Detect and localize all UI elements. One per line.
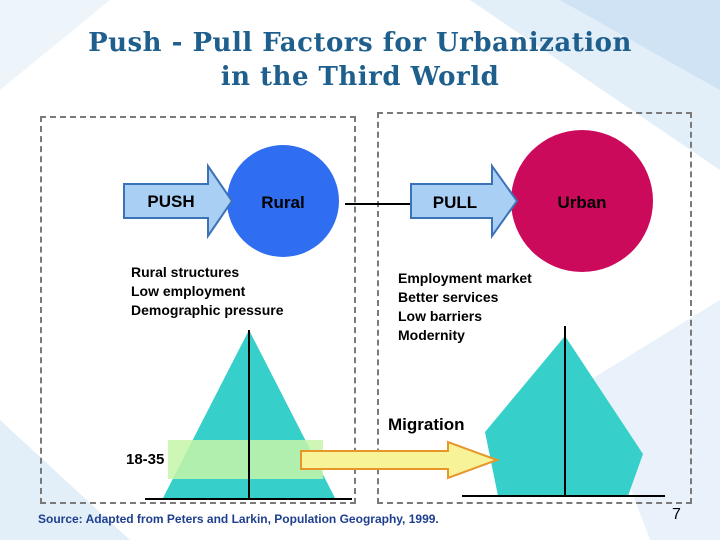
slide-title: Push - Pull Factors for Urbanization in … [0, 26, 720, 94]
urban-circle [511, 130, 653, 272]
pull-factors-list: Employment market Better services Low ba… [398, 269, 532, 345]
push-arrow [123, 162, 234, 240]
pull-factor: Better services [398, 289, 499, 305]
title-line-1: Push - Pull Factors for Urbanization [88, 28, 632, 58]
migration-label: Migration [388, 415, 465, 434]
age-range-label: 18-35 [126, 451, 165, 468]
pull-arrow [410, 162, 519, 240]
title-line-2: in the Third World [220, 62, 500, 92]
push-label: PUSH [147, 192, 195, 211]
pull-factor: Modernity [398, 327, 465, 343]
source-citation: Source: Adapted from Peters and Larkin, … [38, 512, 439, 526]
pull-factor: Low barriers [398, 308, 483, 324]
push-factor: Low employment [131, 283, 246, 299]
rural-region-box [40, 116, 356, 504]
rural-label: Rural [261, 193, 305, 212]
migration-arrow [300, 440, 500, 480]
urban-label: Urban [557, 193, 607, 212]
age-band-highlight [168, 440, 323, 479]
pull-label: PULL [432, 193, 478, 212]
pull-factor: Employment market [398, 270, 532, 286]
page-number: 7 [672, 506, 681, 523]
push-factors-list: Rural structures Low employment Demograp… [131, 263, 284, 320]
push-factor: Demographic pressure [131, 302, 284, 318]
rural-circle [227, 145, 339, 257]
urban-region-box [377, 112, 692, 504]
push-factor: Rural structures [131, 264, 240, 280]
